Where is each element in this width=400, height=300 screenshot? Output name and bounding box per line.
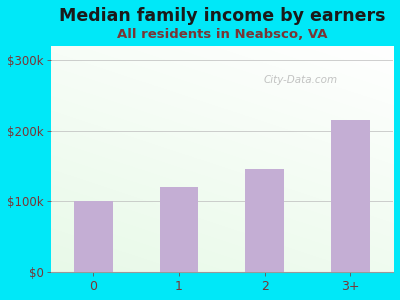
Bar	[74, 201, 112, 272]
Bar	[331, 120, 370, 272]
Text: City-Data.com: City-Data.com	[264, 75, 338, 85]
Title: Median family income by earners: Median family income by earners	[58, 7, 385, 25]
Bar	[160, 187, 198, 272]
Bar	[245, 169, 284, 272]
Text: All residents in Neabsco, VA: All residents in Neabsco, VA	[116, 28, 327, 41]
